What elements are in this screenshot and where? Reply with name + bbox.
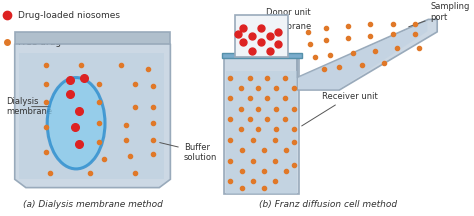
Ellipse shape: [47, 78, 105, 169]
Text: Membrane: Membrane: [264, 22, 311, 55]
FancyBboxPatch shape: [224, 57, 300, 194]
Polygon shape: [299, 21, 428, 90]
Polygon shape: [297, 19, 437, 90]
Text: (a) Dialysis membrane method: (a) Dialysis membrane method: [23, 200, 163, 209]
Polygon shape: [15, 36, 170, 188]
Text: Drug-loaded niosomes: Drug-loaded niosomes: [18, 11, 120, 20]
Text: Buffer
solution: Buffer solution: [160, 143, 217, 162]
Polygon shape: [19, 53, 164, 179]
FancyBboxPatch shape: [235, 15, 288, 57]
Text: Receiver unit: Receiver unit: [302, 92, 377, 126]
Text: Free drug: Free drug: [18, 38, 62, 47]
FancyBboxPatch shape: [221, 53, 301, 58]
FancyBboxPatch shape: [226, 71, 297, 194]
Text: Dialysis
membrane: Dialysis membrane: [6, 97, 52, 116]
Polygon shape: [15, 32, 170, 44]
Text: Sampling
port: Sampling port: [409, 2, 470, 27]
Text: Donor unit: Donor unit: [264, 8, 310, 21]
Text: (b) Franz diffusion cell method: (b) Franz diffusion cell method: [259, 200, 397, 209]
